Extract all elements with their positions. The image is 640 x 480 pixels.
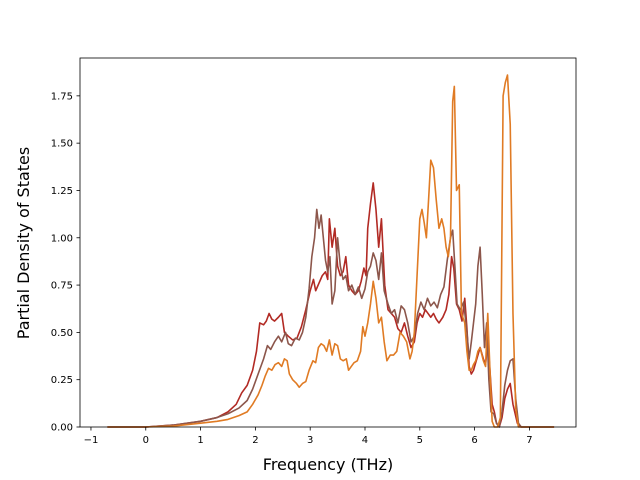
x-tick-label: −1: [84, 435, 99, 446]
x-tick-label: 2: [252, 435, 258, 446]
y-tick-label: 0.00: [51, 423, 73, 434]
y-tick-label: 1.25: [51, 186, 73, 197]
plot-frame: [79, 57, 577, 428]
y-tick-label: 0.75: [51, 281, 73, 292]
y-tick-label: 1.50: [51, 139, 73, 150]
y-axis-ticks: 0.00 0.25 0.50 0.75 1.00 1.25 1.50 1.75: [51, 91, 80, 434]
x-tick-label: 6: [471, 435, 477, 446]
y-axis-label: Partial Density of States: [14, 147, 33, 339]
y-tick-label: 1.00: [51, 233, 73, 244]
series-line-3: [107, 74, 555, 428]
x-tick-label: 0: [143, 435, 149, 446]
series-line-2: [107, 208, 555, 428]
x-axis-label: Frequency (THz): [263, 455, 393, 474]
series-layer: [107, 74, 555, 428]
x-tick-label: 1: [197, 435, 203, 446]
y-tick-label: 0.25: [51, 375, 73, 386]
series-line-1: [107, 182, 555, 428]
x-tick-label: 4: [362, 435, 368, 446]
x-axis-ticks: −1 0 1 2 3 4 5 6 7: [84, 427, 533, 446]
y-tick-label: 1.75: [51, 91, 73, 102]
x-tick-label: 3: [307, 435, 313, 446]
y-tick-label: 0.50: [51, 328, 73, 339]
x-tick-label: 5: [417, 435, 423, 446]
x-tick-label: 7: [526, 435, 532, 446]
